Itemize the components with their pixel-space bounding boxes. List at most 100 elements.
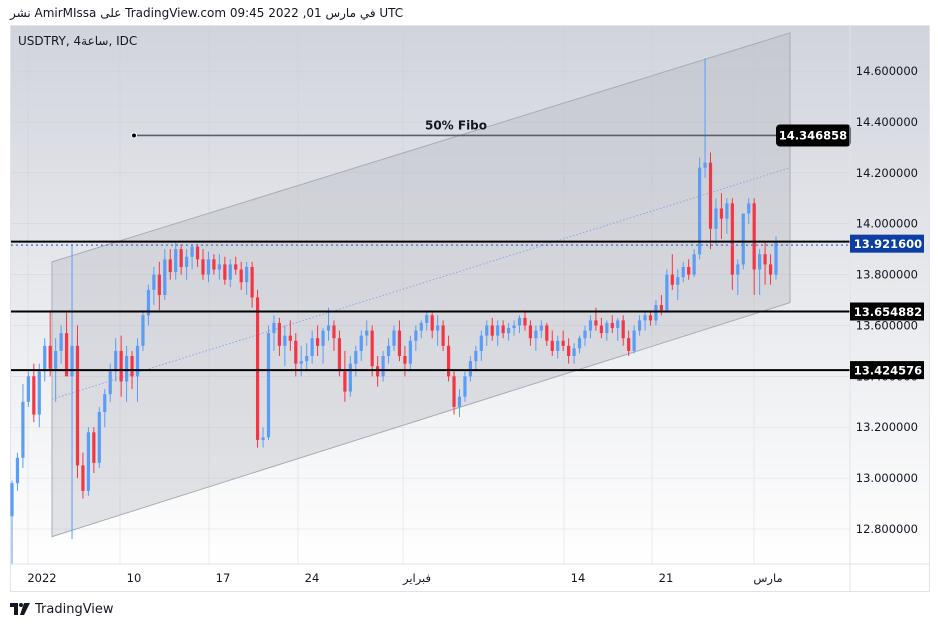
- candle-body: [75, 345, 80, 466]
- channel-midline: [51, 167, 791, 400]
- candle-body: [310, 338, 314, 357]
- candle-body: [703, 162, 707, 168]
- candle-body: [430, 315, 434, 331]
- price-tick-label: 13.600000: [856, 318, 918, 332]
- candle-body: [250, 266, 254, 298]
- tradingview-logo-icon: [10, 603, 30, 615]
- horizontal-levels[interactable]: [11, 240, 850, 372]
- candle-body: [517, 317, 522, 326]
- candle-body: [316, 338, 320, 346]
- candle-body: [507, 328, 511, 334]
- candle-body: [408, 340, 412, 364]
- time-tick-label: 14: [571, 571, 586, 585]
- symbol-title[interactable]: USDTRY, 4ساعة, IDC: [18, 34, 138, 48]
- candle-body: [714, 208, 718, 229]
- candle-body: [747, 203, 751, 214]
- candle-body: [654, 305, 658, 321]
- price-tick-label: 13.200000: [856, 420, 918, 434]
- candle-body: [217, 264, 221, 270]
- candle-body: [370, 330, 374, 367]
- candle-body: [48, 345, 52, 369]
- publish-header: نشر AmirMIssa على TradingView.com 09:45 …: [0, 0, 938, 26]
- candle-body: [277, 322, 281, 346]
- candle-body: [414, 330, 418, 341]
- candle-body: [698, 167, 702, 255]
- candle-body: [54, 350, 58, 369]
- parallel-channel[interactable]: [51, 32, 791, 538]
- footer-branding: TradingView: [10, 600, 114, 618]
- candle-body: [43, 345, 47, 372]
- candle-body: [239, 269, 243, 283]
- candle-body: [135, 345, 140, 377]
- fibo-price-badge: [776, 124, 851, 147]
- candle-body: [736, 264, 740, 275]
- candle-body: [348, 363, 352, 392]
- candles: [10, 58, 778, 565]
- candle-body: [376, 366, 380, 377]
- candle-body: [70, 345, 74, 377]
- candle-body: [179, 249, 183, 267]
- candle-body: [64, 333, 69, 377]
- candle-body: [670, 274, 674, 285]
- time-axis[interactable]: 2022 10 17 24 فبراير 14 21 مارس: [27, 571, 782, 586]
- candle-body: [774, 241, 778, 275]
- candle-body: [92, 432, 96, 463]
- candle-body: [534, 330, 538, 339]
- candle-body: [556, 340, 560, 351]
- candle-body: [632, 330, 636, 351]
- candle-body: [332, 325, 336, 339]
- candle-body: [676, 277, 680, 285]
- time-tick-label: مارس: [753, 571, 782, 586]
- candle-body: [26, 376, 30, 402]
- candle-body: [266, 333, 271, 438]
- time-tick-label: 10: [127, 571, 142, 585]
- candle-body: [599, 325, 603, 334]
- candle-body: [397, 330, 402, 357]
- candle-body: [637, 320, 642, 331]
- candle-body: [452, 376, 456, 407]
- candle-body: [261, 437, 265, 440]
- candle-body: [485, 325, 489, 336]
- candle-body: [539, 325, 543, 331]
- candle-body: [681, 266, 685, 278]
- price-axis[interactable]: 12.80000013.00000013.20000013.40000013.6…: [856, 64, 918, 536]
- candle-body: [659, 305, 663, 311]
- candle-body: [326, 325, 331, 331]
- publish-info-text: نشر AmirMIssa على TradingView.com 09:45 …: [10, 6, 404, 20]
- fibo-label: 50% Fibo: [425, 118, 487, 132]
- price-level-badge: [850, 234, 924, 253]
- candle-body: [321, 330, 325, 346]
- candle-body: [605, 322, 609, 334]
- grid-lines: [11, 26, 850, 564]
- candle-body: [37, 371, 41, 415]
- candle-body: [730, 203, 734, 275]
- candle-body: [528, 325, 533, 339]
- candle-body: [583, 330, 587, 339]
- candle-body: [479, 335, 483, 351]
- candle-body: [152, 274, 156, 290]
- candle-body: [752, 203, 756, 270]
- candle-body: [616, 320, 620, 329]
- candle-body: [588, 320, 593, 331]
- candle-body: [386, 345, 391, 357]
- candle-body: [665, 274, 669, 311]
- candle-body: [354, 350, 358, 364]
- fibo-anchor-point: [131, 132, 137, 139]
- candle-body: [141, 315, 145, 346]
- candle-body: [496, 325, 500, 336]
- candle-body: [343, 371, 347, 392]
- candle-body: [474, 350, 478, 362]
- candle-body: [81, 465, 85, 491]
- candle-body: [610, 322, 614, 329]
- candle-body: [255, 297, 260, 440]
- fibo-annotation[interactable]: 50% Fibo 14.346858: [131, 118, 852, 147]
- candle-body: [627, 338, 631, 351]
- candle-body: [21, 401, 25, 458]
- candle-body: [643, 315, 647, 321]
- candle-body: [228, 264, 232, 280]
- candle-body: [512, 325, 516, 329]
- price-level-badge-text: 13.424576: [854, 364, 922, 378]
- candle-body: [146, 289, 151, 316]
- candle-body: [294, 340, 298, 364]
